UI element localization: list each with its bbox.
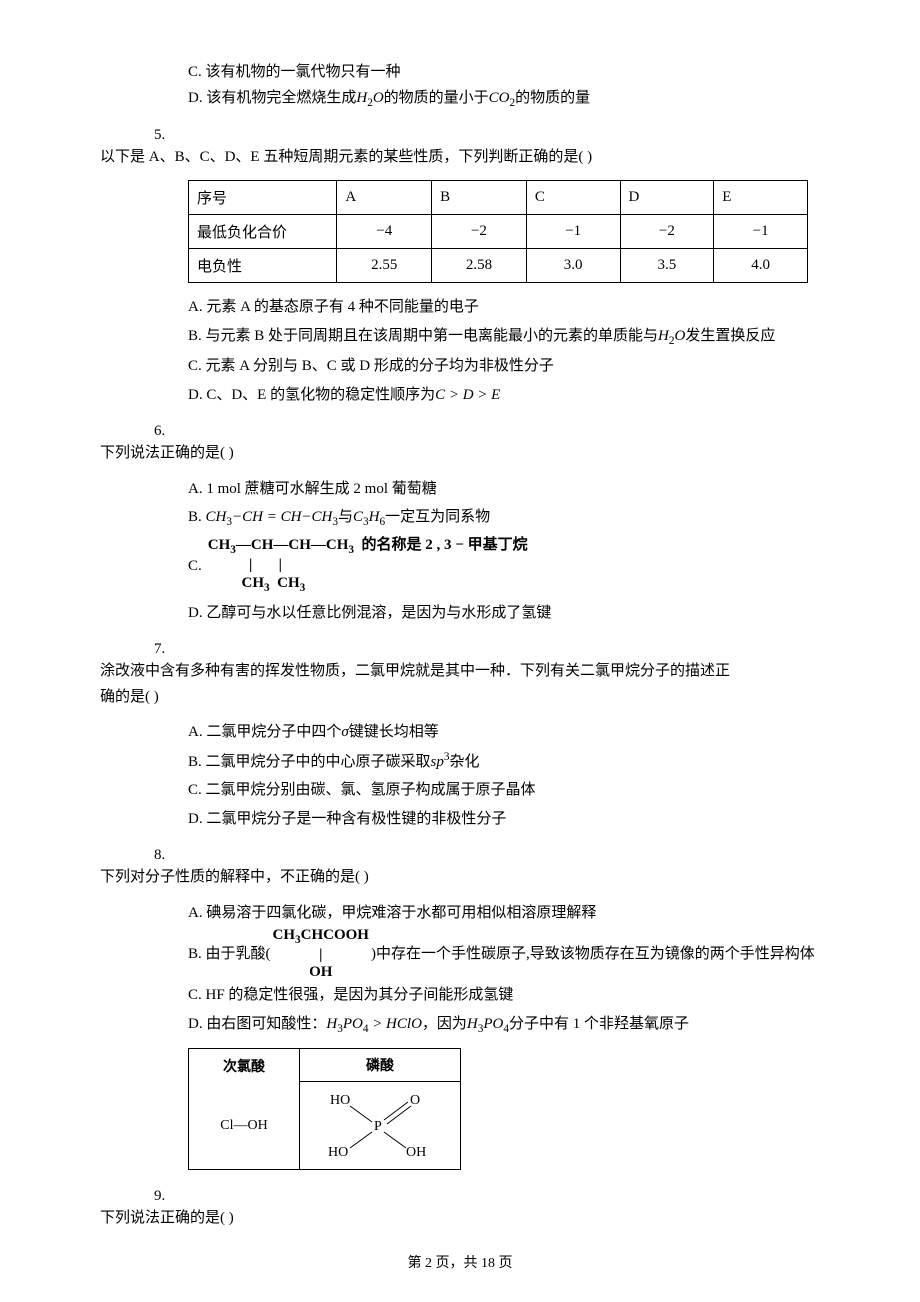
table-row: 次氯酸 磷酸 bbox=[189, 1049, 461, 1082]
table-header: D bbox=[620, 181, 714, 215]
question-9: 9. 下列说法正确的是( ) bbox=[100, 1188, 820, 1232]
question-number: 5. bbox=[154, 127, 182, 144]
phosphoric-structure: HO O P HO OH bbox=[300, 1082, 461, 1170]
table-header: B bbox=[432, 181, 527, 215]
q5-options: A. 元素 A 的基态原子有 4 种不同能量的电子 B. 与元素 B 处于同周期… bbox=[188, 293, 820, 409]
table-cell: −2 bbox=[620, 215, 714, 249]
table-cell: 3.0 bbox=[526, 249, 620, 283]
option-b: B. 与元素 B 处于同周期且在该周期中第一电离能最小的元素的单质能与H2O发生… bbox=[188, 322, 820, 352]
question-stem: 下列对分子性质的解释中，不正确的是( ) bbox=[100, 865, 740, 891]
question-6: 6. 下列说法正确的是( ) bbox=[100, 423, 820, 467]
option-b: B. CH3−CH = CH−CH3与C3H6一定互为同系物 bbox=[188, 503, 820, 533]
table-header: 序号 bbox=[189, 181, 337, 215]
option-c-label: C. bbox=[188, 552, 202, 581]
acid-structure-table: 次氯酸 磷酸 Cl—OH HO O P HO OH bbox=[188, 1048, 461, 1170]
option-c: C. CH3—CH—CH—CH3 的名称是 2 , 3 − 甲基丁烷 | | C… bbox=[188, 537, 820, 594]
question-stem: 涂改液中含有多种有害的挥发性物质，二氯甲烷就是其中一种．下列有关二氯甲烷分子的描… bbox=[100, 659, 740, 710]
svg-text:OH: OH bbox=[406, 1145, 426, 1158]
question-5: 5. 以下是 A、B、C、D、E 五种短周期元素的某些性质，下列判断正确的是( … bbox=[100, 127, 820, 171]
option-c: C. HF 的稳定性很强，是因为其分子间能形成氢键 bbox=[188, 981, 820, 1010]
option-c: C. 元素 A 分别与 B、C 或 D 形成的分子均为非极性分子 bbox=[188, 352, 820, 381]
table-cell: 电负性 bbox=[189, 249, 337, 283]
svg-text:HO: HO bbox=[328, 1145, 348, 1158]
option-c: C. 二氯甲烷分别由碳、氯、氢原子构成属于原子晶体 bbox=[188, 776, 820, 805]
question-number: 8. bbox=[154, 847, 182, 864]
question-stem: 下列说法正确的是( ) bbox=[100, 441, 740, 467]
option-a: A. 碘易溶于四氯化碳，甲烷难溶于水都可用相似相溶原理解释 bbox=[188, 899, 820, 928]
question-number: 9. bbox=[154, 1188, 182, 1205]
q7-options: A. 二氯甲烷分子中四个σ键键长均相等 B. 二氯甲烷分子中的中心原子碳采取sp… bbox=[188, 718, 820, 833]
table-cell: −1 bbox=[526, 215, 620, 249]
option-d: D. 由右图可知酸性：H3PO4 > HClO，因为H3PO4分子中有 1 个非… bbox=[188, 1010, 820, 1040]
option-a: A. 元素 A 的基态原子有 4 种不同能量的电子 bbox=[188, 293, 820, 322]
question-7: 7. 涂改液中含有多种有害的挥发性物质，二氯甲烷就是其中一种．下列有关二氯甲烷分… bbox=[100, 641, 820, 710]
table-row: 最低负化合价 −4 −2 −1 −2 −1 bbox=[189, 215, 808, 249]
phosphoric-label: 磷酸 bbox=[300, 1049, 461, 1082]
table-cell: 最低负化合价 bbox=[189, 215, 337, 249]
table-header: C bbox=[526, 181, 620, 215]
page-footer: 第 2 页，共 18 页 bbox=[100, 1252, 820, 1272]
lactic-acid-formula: CH3CHCOOH|OH bbox=[273, 927, 369, 981]
table-cell: −4 bbox=[337, 215, 432, 249]
q8-options: A. 碘易溶于四氯化碳，甲烷难溶于水都可用相似相溶原理解释 B. 由于乳酸( C… bbox=[188, 899, 820, 1041]
question-8: 8. 下列对分子性质的解释中，不正确的是( ) bbox=[100, 847, 820, 891]
hypochlorous-label: 次氯酸 bbox=[189, 1049, 300, 1082]
table-cell: 3.5 bbox=[620, 249, 714, 283]
svg-text:HO: HO bbox=[330, 1093, 350, 1108]
table-cell: −1 bbox=[714, 215, 808, 249]
table-row: Cl—OH HO O P HO OH bbox=[189, 1082, 461, 1170]
q6-options: A. 1 mol 蔗糖可水解生成 2 mol 葡萄糖 B. CH3−CH = C… bbox=[188, 475, 820, 628]
q5-table: 序号 A B C D E 最低负化合价 −4 −2 −1 −2 −1 电负性 2… bbox=[188, 180, 808, 283]
table-row: 电负性 2.55 2.58 3.0 3.5 4.0 bbox=[189, 249, 808, 283]
option-b: B. 由于乳酸( CH3CHCOOH|OH )中存在一个手性碳原子,导致该物质存… bbox=[188, 927, 820, 981]
option-d: D. C、D、E 的氢化物的稳定性顺序为C > D > E bbox=[188, 381, 820, 410]
option-a: A. 1 mol 蔗糖可水解生成 2 mol 葡萄糖 bbox=[188, 475, 820, 504]
question-number: 6. bbox=[154, 423, 182, 440]
option-d: D. 该有机物完全燃烧生成H2O的物质的量小于CO2的物质的量 bbox=[188, 86, 820, 113]
structural-formula: CH3—CH—CH—CH3 的名称是 2 , 3 − 甲基丁烷 | | CH3 … bbox=[208, 537, 528, 594]
option-d: D. 二氯甲烷分子是一种含有极性键的非极性分子 bbox=[188, 805, 820, 834]
table-cell: 2.58 bbox=[432, 249, 527, 283]
table-cell: 4.0 bbox=[714, 249, 808, 283]
question-stem: 以下是 A、B、C、D、E 五种短周期元素的某些性质，下列判断正确的是( ) bbox=[100, 145, 740, 171]
table-row: 序号 A B C D E bbox=[189, 181, 808, 215]
question-stem: 下列说法正确的是( ) bbox=[100, 1206, 740, 1232]
option-a: A. 二氯甲烷分子中四个σ键键长均相等 bbox=[188, 718, 820, 747]
svg-text:P: P bbox=[374, 1119, 382, 1134]
table-header: A bbox=[337, 181, 432, 215]
table-cell: −2 bbox=[432, 215, 527, 249]
option-b: B. 二氯甲烷分子中的中心原子碳采取sp3杂化 bbox=[188, 747, 820, 777]
table-header: E bbox=[714, 181, 808, 215]
table-cell: 2.55 bbox=[337, 249, 432, 283]
prev-question-options: C. 该有机物的一氯代物只有一种 D. 该有机物完全燃烧生成H2O的物质的量小于… bbox=[188, 60, 820, 113]
svg-text:O: O bbox=[410, 1093, 420, 1108]
option-d: D. 乙醇可与水以任意比例混溶，是因为与水形成了氢键 bbox=[188, 599, 820, 628]
option-c: C. 该有机物的一氯代物只有一种 bbox=[188, 60, 820, 86]
question-number: 7. bbox=[154, 641, 182, 658]
hypochlorous-formula: Cl—OH bbox=[189, 1082, 300, 1170]
phosphoric-acid-svg: HO O P HO OH bbox=[320, 1088, 440, 1158]
